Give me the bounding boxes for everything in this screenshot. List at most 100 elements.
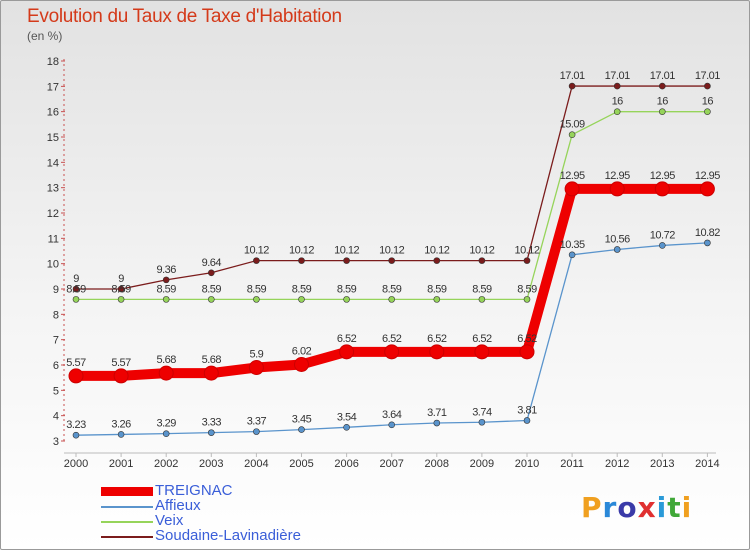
data-label-treignac: 5.9 (250, 349, 264, 361)
data-point-treignac (699, 181, 715, 197)
x-tick-label: 2006 (334, 458, 358, 470)
logo-letter: P (581, 491, 603, 524)
data-label-soudaine-lavinadi-re: 17.01 (695, 70, 720, 82)
y-tick-label: 10 (47, 259, 59, 271)
data-label-affieux: 3.74 (472, 406, 492, 418)
x-tick-label: 2005 (289, 458, 313, 470)
data-point-soudaine-lavinadi-re (298, 257, 305, 264)
logo-letter: i (656, 491, 668, 524)
data-point-affieux (478, 418, 486, 426)
legend-swatch (101, 536, 153, 538)
data-point-soudaine-lavinadi-re (117, 285, 125, 293)
data-label-treignac: 12.95 (560, 170, 585, 182)
data-label-affieux: 3.45 (292, 414, 312, 426)
data-point-veix (72, 296, 80, 303)
data-point-soudaine-lavinadi-re (388, 257, 396, 264)
data-point-treignac (113, 368, 129, 384)
y-tick-label: 14 (47, 157, 59, 169)
data-point-affieux (343, 424, 350, 431)
data-point-treignac (519, 344, 535, 360)
y-tick-label: 3 (53, 436, 59, 448)
data-point-veix (704, 108, 711, 115)
legend-label: Soudaine-Lavinadière (155, 527, 301, 544)
x-tick-label: 2001 (109, 458, 133, 470)
data-point-treignac (203, 365, 219, 381)
data-label-affieux: 3.71 (427, 407, 447, 419)
data-point-veix (253, 296, 260, 303)
y-tick-label: 15 (47, 132, 59, 144)
data-point-veix (433, 296, 441, 303)
data-label-veix: 8.59 (382, 283, 402, 295)
data-label-affieux: 3.54 (337, 411, 357, 423)
data-label-treignac: 6.52 (427, 333, 447, 345)
x-tick-label: 2011 (560, 458, 584, 470)
data-label-veix: 8.59 (66, 283, 86, 295)
data-point-soudaine-lavinadi-re (704, 82, 711, 90)
data-point-affieux (208, 429, 215, 436)
logo-letter: r (602, 491, 618, 524)
data-label-soudaine-lavinadi-re: 10.12 (424, 245, 449, 257)
legend-swatch (101, 487, 153, 496)
y-tick-label: 7 (53, 335, 59, 347)
y-tick-label: 4 (53, 411, 59, 423)
data-label-affieux: 10.82 (695, 227, 720, 239)
data-point-veix (208, 296, 215, 303)
data-point-affieux (568, 251, 576, 259)
legend-label: Affieux (155, 497, 201, 514)
data-point-soudaine-lavinadi-re (433, 257, 441, 264)
data-label-treignac: 6.52 (382, 333, 402, 345)
x-tick-label: 2008 (425, 458, 449, 470)
data-point-affieux (704, 239, 711, 247)
data-point-treignac (609, 181, 625, 197)
data-label-soudaine-lavinadi-re: 17.01 (650, 70, 675, 82)
data-point-veix (343, 296, 350, 303)
data-point-soudaine-lavinadi-re (162, 276, 170, 284)
y-tick-label: 17 (47, 81, 59, 93)
data-label-veix: 16 (612, 96, 624, 108)
data-label-soudaine-lavinadi-re: 9 (73, 273, 79, 285)
data-label-affieux: 3.23 (66, 419, 86, 431)
x-tick-label: 2013 (650, 458, 674, 470)
data-point-treignac (429, 344, 445, 360)
data-point-affieux (117, 431, 125, 438)
x-tick-label: 2002 (154, 458, 178, 470)
data-label-affieux: 10.35 (560, 239, 585, 251)
data-label-veix: 8.59 (292, 283, 312, 295)
data-point-soudaine-lavinadi-re (523, 257, 531, 264)
data-point-veix (162, 296, 170, 303)
data-point-soudaine-lavinadi-re (568, 82, 576, 90)
data-point-soudaine-lavinadi-re (72, 285, 80, 293)
chart-unit: (en %) (27, 29, 63, 43)
legend-swatch (101, 521, 153, 523)
y-tick-label: 12 (47, 208, 59, 220)
data-label-treignac: 6.02 (292, 345, 312, 357)
x-tick-label: 2003 (199, 458, 223, 470)
x-tick-label: 2010 (515, 458, 539, 470)
data-label-veix: 8.59 (472, 283, 492, 295)
data-label-treignac: 5.68 (202, 354, 222, 366)
data-point-soudaine-lavinadi-re (343, 257, 350, 264)
data-label-treignac: 12.95 (695, 170, 720, 182)
data-point-affieux (253, 428, 260, 435)
data-label-veix: 16 (657, 96, 669, 108)
x-tick-label: 2009 (470, 458, 494, 470)
data-point-affieux (72, 431, 80, 439)
data-label-veix: 15.09 (560, 119, 585, 131)
data-point-soudaine-lavinadi-re (613, 82, 621, 90)
data-point-veix (523, 296, 531, 303)
data-point-soudaine-lavinadi-re (253, 257, 260, 264)
data-point-soudaine-lavinadi-re (208, 269, 215, 277)
y-tick-label: 8 (53, 309, 59, 321)
x-tick-label: 2000 (64, 458, 88, 470)
data-point-treignac (384, 344, 400, 360)
data-label-soudaine-lavinadi-re: 9 (118, 273, 124, 285)
data-label-veix: 16 (702, 96, 714, 108)
legend-label: TREIGNAC (155, 482, 233, 499)
data-point-veix (478, 296, 486, 303)
data-point-affieux (613, 246, 621, 253)
data-label-soudaine-lavinadi-re: 9.36 (156, 264, 176, 276)
data-point-treignac (474, 344, 490, 360)
legend-swatch (101, 506, 153, 508)
data-label-veix: 8.59 (156, 283, 176, 295)
data-label-soudaine-lavinadi-re: 17.01 (605, 70, 630, 82)
